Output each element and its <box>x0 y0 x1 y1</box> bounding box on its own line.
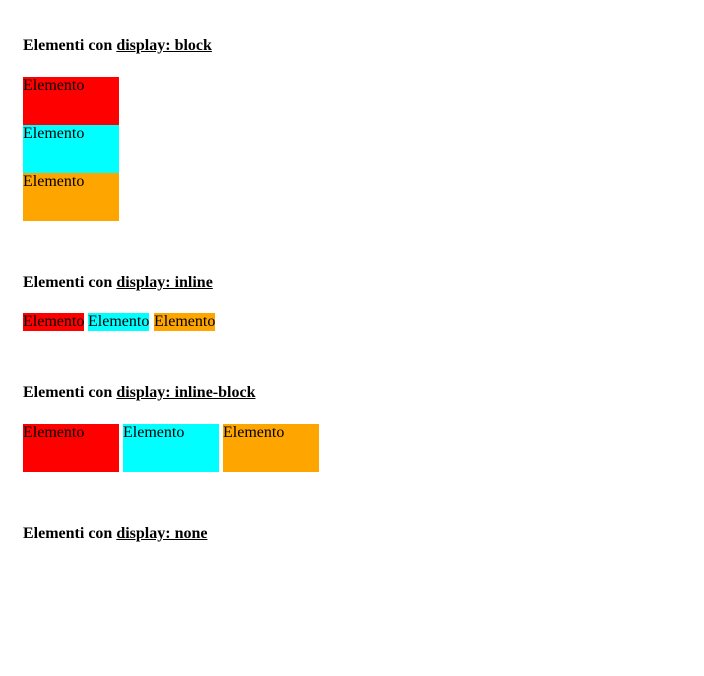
inline-block-element-cyan: Elemento <box>123 424 219 472</box>
inline-block-element-red: Elemento <box>23 424 119 472</box>
inline-block-element-orange: Elemento <box>223 424 319 472</box>
heading-prefix: Elementi con <box>23 274 117 291</box>
heading-prefix: Elementi con <box>23 525 117 542</box>
heading-code: display: inline <box>116 274 213 291</box>
inline-element-red: Elemento <box>23 313 85 331</box>
block-element-orange: Elemento <box>23 173 119 221</box>
heading-display-block: Elementi con display: block <box>23 36 212 56</box>
block-element-red: Elemento <box>23 77 119 125</box>
heading-code: display: inline-block <box>116 384 256 401</box>
heading-display-inline-block: Elementi con display: inline-block <box>23 383 255 403</box>
block-element-cyan: Elemento <box>23 125 119 173</box>
heading-display-none: Elementi con display: none <box>23 524 207 544</box>
heading-code: display: block <box>116 37 212 54</box>
heading-display-inline: Elementi con display: inline <box>23 273 213 293</box>
heading-prefix: Elementi con <box>23 37 117 54</box>
inline-element-orange: Elemento <box>154 313 216 331</box>
inline-element-cyan: Elemento <box>88 313 150 331</box>
heading-prefix: Elementi con <box>23 384 117 401</box>
heading-code: display: none <box>116 525 208 542</box>
